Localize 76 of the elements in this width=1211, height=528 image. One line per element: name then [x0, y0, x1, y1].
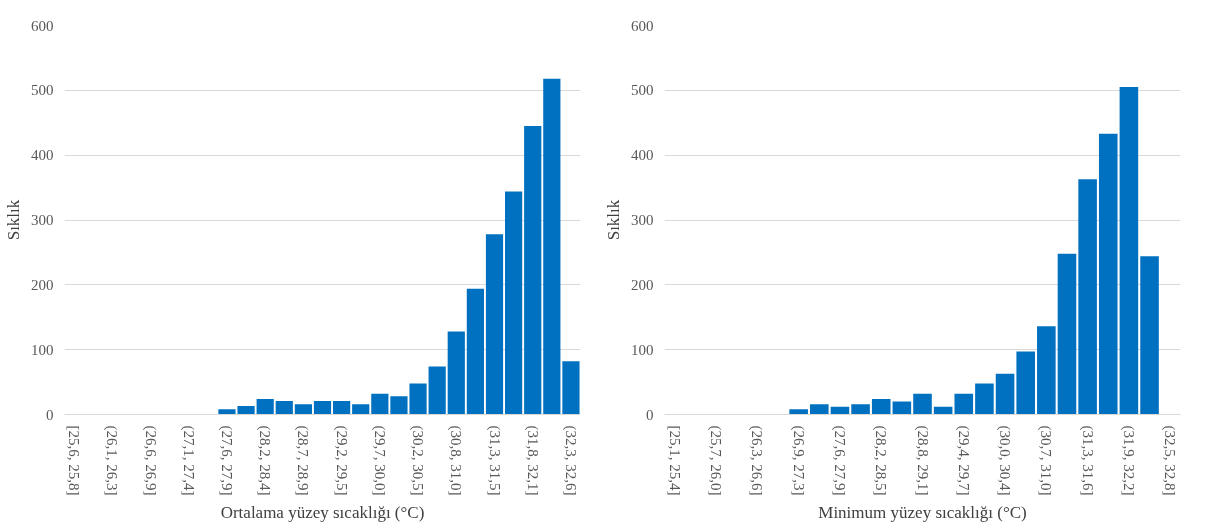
bar — [333, 400, 351, 415]
bar — [562, 361, 580, 415]
bar — [313, 400, 332, 415]
x-tick-label: (28,2, 28,5] — [872, 425, 890, 496]
x-tick-label: (27,1, 27,4] — [179, 425, 197, 496]
y-tick-label: 0 — [646, 406, 654, 423]
bar — [524, 125, 542, 415]
y-tick-label: 400 — [31, 147, 54, 164]
x-tick-label: (30,2, 30,5] — [409, 425, 427, 496]
bar — [1119, 87, 1139, 415]
x-tick-label: (26,9, 27,3] — [789, 425, 807, 496]
y-tick-label: 500 — [631, 82, 654, 99]
y-axis-title: Sıklık — [4, 199, 23, 241]
y-tick-label: 500 — [31, 82, 54, 99]
bar — [294, 404, 312, 415]
x-tick-label: (28,7, 28,9] — [294, 425, 312, 496]
x-tick-label: [25,1, 25,4] — [666, 425, 683, 496]
y-tick-label: 100 — [31, 341, 54, 358]
x-tick-label: (27,6, 27,9] — [830, 425, 848, 496]
bar — [505, 191, 523, 415]
x-tick-label: (30,7, 31,0] — [1037, 425, 1055, 496]
x-tick-label: (28,2, 28,4] — [256, 425, 274, 496]
bar — [871, 398, 891, 415]
y-tick-label: 600 — [31, 17, 54, 34]
bar — [485, 234, 504, 415]
x-tick-label: (30,0, 30,4] — [996, 425, 1014, 496]
x-tick-label: (32,3, 32,6] — [561, 425, 579, 496]
y-tick-label: 200 — [631, 276, 654, 293]
bar — [1016, 351, 1035, 415]
bar — [256, 398, 274, 415]
x-tick-label: (26,3, 26,6] — [748, 425, 766, 496]
y-tick-label: 400 — [631, 147, 654, 164]
x-tick-label: (29,2, 29,5] — [332, 425, 350, 496]
x-tick-label: (31,9, 32,2] — [1119, 425, 1137, 496]
y-tick-label: 600 — [631, 17, 654, 34]
x-tick-label: (29,4, 29,7] — [954, 425, 972, 496]
x-axis-title: Minimum yüzey sıcaklığı (°C) — [818, 503, 1027, 523]
y-tick-label: 100 — [631, 341, 654, 358]
bar — [275, 400, 293, 415]
bar — [371, 393, 389, 415]
x-tick-label: (31,8, 32,1] — [523, 425, 541, 496]
y-tick-label: 300 — [631, 212, 654, 228]
y-tick-label: 200 — [31, 276, 54, 293]
bar — [954, 393, 974, 415]
bar — [810, 404, 829, 415]
bar — [789, 409, 808, 415]
bar — [1098, 133, 1118, 415]
x-tick-label: (25,7, 26,0] — [707, 425, 725, 496]
bar — [995, 373, 1015, 415]
x-tick-label: (26,1, 26,3] — [103, 425, 121, 496]
x-tick-label: (31,3, 31,5] — [485, 425, 503, 496]
bar — [1140, 256, 1159, 415]
x-tick-label: (30,8, 31,0] — [447, 425, 465, 496]
x-tick-label: (27,6, 27,9] — [217, 425, 235, 496]
bar — [913, 393, 932, 415]
x-tick-label: [25,6, 25,8] — [66, 425, 83, 496]
bar — [1057, 253, 1077, 415]
bar — [466, 288, 484, 415]
y-tick-label: 0 — [46, 406, 54, 423]
y-tick-label: 300 — [31, 212, 54, 228]
bar — [851, 404, 870, 415]
bar — [1078, 179, 1097, 415]
bar — [352, 404, 370, 415]
bar — [428, 366, 446, 415]
x-tick-label: (31,3, 31,6] — [1078, 425, 1096, 496]
x-tick-label: (28,8, 29,1] — [913, 425, 931, 496]
y-axis-title: Sıklık — [604, 199, 623, 241]
bar — [1037, 326, 1056, 415]
bar — [543, 78, 561, 415]
bar — [447, 331, 465, 415]
x-axis-title: Ortalama yüzey sıcaklığı (°C) — [220, 503, 425, 523]
x-tick-label: (26,6, 26,9] — [141, 425, 159, 496]
x-tick-label: (32,5, 32,8] — [1161, 425, 1179, 496]
bar — [975, 383, 994, 415]
bar — [892, 401, 912, 415]
x-tick-label: (29,7, 30,0] — [370, 425, 388, 496]
